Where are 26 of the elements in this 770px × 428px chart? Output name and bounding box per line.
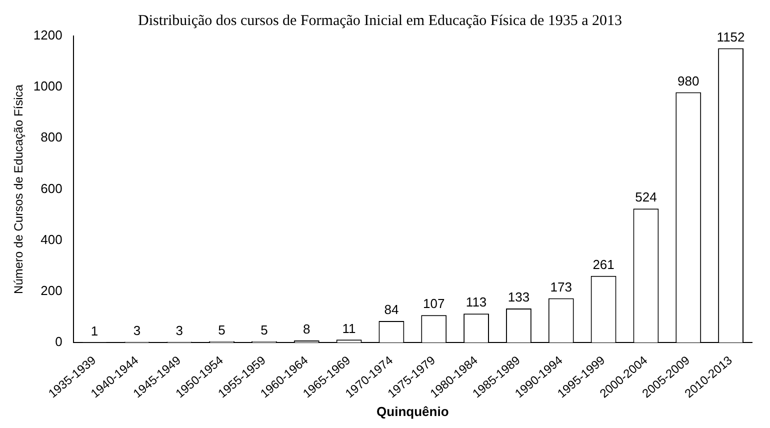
y-tick-label: 0 (55, 334, 62, 350)
x-axis-title: Quinquênio (376, 404, 449, 419)
y-tick-label: 400 (40, 232, 62, 247)
data-label: 11 (342, 320, 356, 336)
y-axis-title: Número de Cursos de Educação Física (12, 84, 26, 294)
data-label: 133 (508, 290, 530, 305)
data-label: 107 (423, 296, 445, 312)
data-label: 980 (678, 73, 700, 88)
y-tick-label: 800 (40, 130, 62, 145)
data-label: 8 (303, 322, 310, 337)
data-label: 173 (550, 279, 572, 294)
data-label: 261 (592, 256, 614, 272)
data-label: 5 (260, 322, 268, 338)
data-label: 1 (90, 323, 98, 338)
data-label: 3 (133, 322, 141, 338)
y-tick-label: 200 (40, 282, 62, 298)
data-label: 3 (176, 322, 183, 338)
data-label: 5 (218, 322, 226, 338)
data-label: 524 (635, 190, 657, 205)
data-label: 84 (384, 302, 399, 318)
y-tick-label: 1200 (33, 28, 62, 43)
data-label: 113 (466, 294, 487, 310)
y-tick-label: 600 (40, 180, 62, 196)
chart-title: Distribuição dos cursos de Formação Inicial em Educação Física de 1935 a 2013 (138, 12, 622, 29)
data-label: 1152 (716, 29, 745, 44)
y-tick-label: 1000 (33, 78, 62, 94)
